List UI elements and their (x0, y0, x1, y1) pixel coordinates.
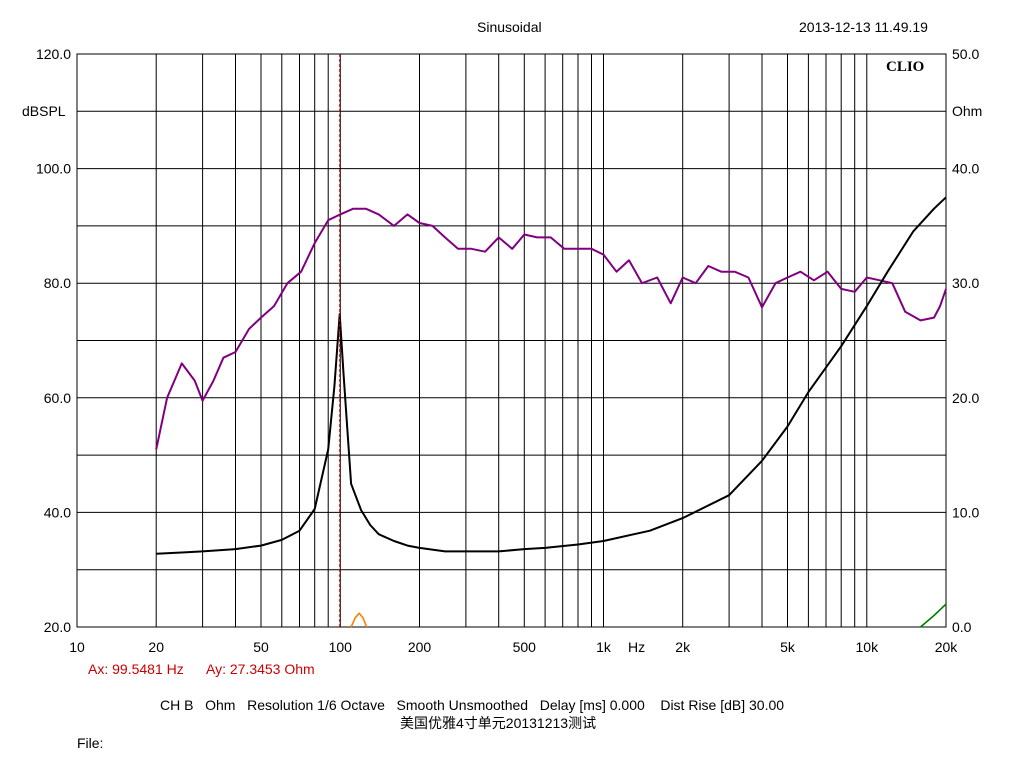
x-tick-label: 20 (148, 639, 164, 655)
distortion-curve-orange (350, 612, 368, 628)
y-right-tick-label: 0.0 (952, 619, 972, 635)
left-axis-label: dBSPL (22, 103, 66, 119)
y-right-tick-label: 50.0 (952, 46, 979, 62)
cursor-readout-x: Ax: 99.5481 Hz (88, 661, 184, 677)
x-tick-label: 100 (329, 639, 353, 655)
y-right-tick-label: 40.0 (952, 161, 979, 177)
y-right-tick-label: 10.0 (952, 504, 979, 520)
y-left-tick-label: 100.0 (36, 161, 71, 177)
response-chart: 10 20 50 100 200 500 1k 2k 5k 10k 20k 20.0 40.0 60.0 8… (22, 46, 982, 655)
clio-logo: CLIO (886, 59, 924, 75)
spl-curve (155, 207, 947, 450)
x-tick-label: 5k (780, 639, 796, 655)
x-tick-label: 10 (69, 639, 85, 655)
x-tick-label: 50 (253, 639, 269, 655)
x-tick-label: 20k (935, 639, 959, 655)
y-right-tick-label: 30.0 (952, 275, 979, 291)
right-axis-label: Ohm (952, 103, 982, 119)
measurement-note: 美国优雅4寸单元20131213测试 (400, 715, 597, 731)
x-tick-label: 1k (596, 639, 612, 655)
y-left-tick-label: 80.0 (44, 275, 71, 291)
chart-title: Sinusoidal (477, 19, 542, 35)
tick-labels: 10 20 50 100 200 500 1k 2k 5k 10k 20k 20.0 40.0 60.0 8… (36, 46, 980, 655)
x-tick-label: 500 (513, 639, 537, 655)
timestamp: 2013-12-13 11.49.19 (799, 19, 928, 35)
x-tick-label: 2k (675, 639, 691, 655)
x-tick-label: 10k (856, 639, 880, 655)
x-tick-label: 200 (408, 639, 432, 655)
series-group (155, 196, 947, 628)
impedance-curve (156, 196, 947, 555)
distortion-curve-green (919, 603, 947, 628)
x-unit-label: Hz (628, 639, 645, 655)
y-left-tick-label: 20.0 (44, 619, 71, 635)
file-label: File: (77, 735, 104, 751)
y-left-tick-label: 60.0 (44, 390, 71, 406)
cursor-readout-y: Ay: 27.3453 Ohm (206, 661, 315, 677)
y-left-tick-label: 120.0 (36, 46, 71, 62)
measurement-settings: CH B Ohm Resolution 1/6 Octave Smooth Un… (160, 697, 785, 713)
y-right-tick-label: 20.0 (952, 390, 979, 406)
y-left-tick-label: 40.0 (44, 504, 71, 520)
